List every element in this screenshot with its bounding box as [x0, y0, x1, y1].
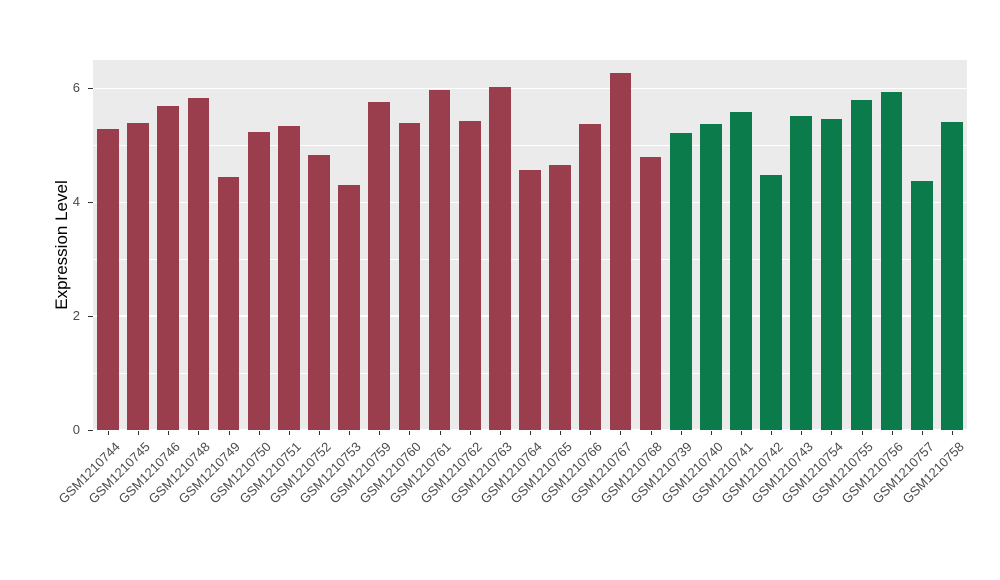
x-tick-mark: [740, 430, 742, 435]
x-tick-mark: [258, 430, 260, 435]
x-tick-label: GSM1210748: [145, 439, 214, 507]
bar: [489, 87, 511, 430]
x-tick-label: GSM1210762: [417, 439, 485, 507]
y-axis-title: Expression Level: [52, 180, 71, 310]
bar: [247, 131, 270, 430]
x-tick-mark: [710, 430, 712, 435]
bar: [790, 115, 813, 430]
x-tick-mark: [620, 430, 622, 435]
bar: [609, 72, 632, 430]
x-tick-label: GSM1210756: [838, 439, 907, 507]
x-tick-label: GSM1210753: [296, 439, 364, 507]
bar: [699, 124, 722, 430]
x-tick-label: GSM1210764: [477, 439, 545, 507]
bar: [639, 157, 662, 430]
x-tick-label: GSM1210749: [175, 439, 244, 507]
x-tick-mark: [650, 430, 652, 435]
bar: [97, 128, 119, 430]
bar: [820, 119, 843, 430]
x-tick-mark: [319, 430, 321, 435]
x-tick-mark: [771, 430, 773, 435]
x-tick-label: GSM1210755: [808, 439, 877, 507]
x-tick-mark: [590, 430, 592, 435]
x-tick-mark: [168, 430, 170, 435]
x-tick-label: GSM1210741: [688, 439, 756, 507]
x-tick-label: GSM1210768: [597, 439, 666, 507]
x-tick-label: GSM1210742: [718, 439, 786, 507]
x-tick-mark: [469, 430, 471, 435]
x-tick-mark: [951, 430, 953, 435]
x-tick-label: GSM1210759: [326, 439, 394, 507]
x-tick-mark: [530, 430, 531, 435]
minor-gridline: [93, 144, 967, 146]
bar: [217, 176, 240, 430]
x-tick-label: GSM1210758: [899, 439, 967, 507]
x-tick-mark: [801, 430, 803, 435]
x-tick-label: GSM1210750: [206, 439, 274, 507]
x-tick-label: GSM1210763: [447, 439, 515, 507]
bar: [157, 105, 180, 430]
x-tick-label: GSM1210752: [266, 439, 334, 507]
x-tick-mark: [921, 430, 923, 435]
x-tick-mark: [680, 430, 682, 435]
x-tick-label: GSM1210744: [55, 439, 123, 507]
x-tick-label: GSM1210765: [507, 439, 575, 507]
x-tick-label: GSM1210740: [658, 439, 726, 507]
bar: [760, 175, 782, 430]
bar: [428, 89, 451, 430]
bar: [278, 126, 300, 430]
major-gridline: [93, 87, 967, 90]
x-tick-label: GSM1210754: [778, 439, 846, 507]
x-tick-label: GSM1210766: [537, 439, 605, 507]
bar: [458, 120, 481, 430]
bar: [187, 98, 210, 430]
x-tick-label: GSM1210760: [356, 439, 425, 507]
x-tick-mark: [560, 430, 562, 435]
x-tick-mark: [138, 430, 140, 435]
bar: [880, 92, 903, 430]
bar: [579, 123, 602, 430]
x-tick-mark: [409, 430, 411, 435]
x-tick-mark: [831, 430, 833, 435]
x-tick-mark: [861, 430, 863, 435]
x-tick-mark: [108, 430, 110, 435]
bar: [519, 170, 541, 430]
x-tick-mark: [228, 430, 230, 435]
bar: [910, 180, 933, 430]
x-tick-label: GSM1210745: [85, 439, 153, 507]
y-tick-label: 0: [72, 422, 80, 437]
bar: [368, 101, 391, 430]
bar: [549, 164, 571, 430]
bar: [398, 122, 421, 430]
bar: [850, 100, 873, 430]
x-tick-label: GSM1210767: [567, 439, 636, 507]
y-tick-label: 6: [72, 80, 80, 96]
x-tick-mark: [499, 430, 501, 435]
bar: [308, 155, 330, 430]
bar: [941, 122, 963, 430]
x-tick-mark: [439, 430, 441, 435]
plot-area: [93, 60, 967, 431]
bar: [730, 112, 752, 430]
x-tick-label: GSM1210743: [748, 439, 816, 507]
x-tick-mark: [891, 430, 893, 435]
bar: [127, 122, 150, 430]
bar: [338, 184, 360, 430]
x-tick-label: GSM1210746: [115, 439, 183, 507]
x-tick-mark: [349, 430, 351, 435]
x-tick-mark: [379, 430, 381, 435]
x-tick-label: GSM1210761: [386, 439, 455, 507]
x-tick-mark: [288, 430, 290, 435]
x-tick-label: GSM1210751: [236, 439, 304, 507]
y-tick-label: 2: [72, 308, 80, 324]
bar: [669, 132, 692, 430]
x-tick-mark: [198, 430, 200, 435]
x-tick-label: GSM1210757: [869, 439, 937, 507]
x-tick-label: GSM1210739: [627, 439, 696, 507]
